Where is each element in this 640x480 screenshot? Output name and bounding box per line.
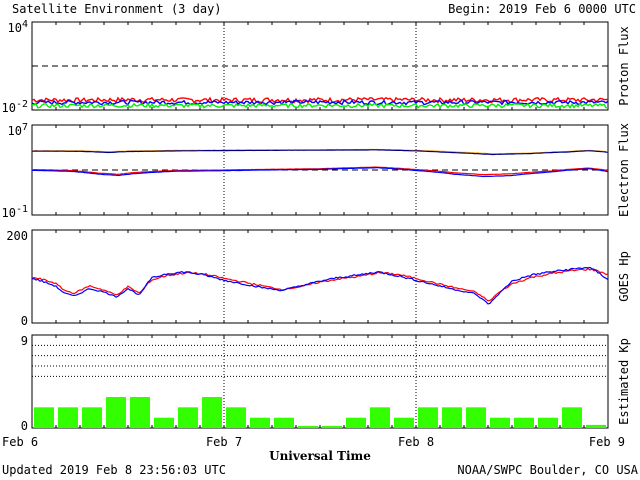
kp-bar — [178, 407, 198, 428]
kp-bar — [274, 417, 294, 428]
y-tick-label: 200 — [6, 229, 28, 243]
series-line-4 — [31, 166, 609, 178]
kp-bar — [154, 417, 174, 428]
y-tick-base: 10 — [2, 101, 16, 115]
series-line-3 — [31, 166, 609, 176]
kp-bar — [226, 407, 246, 428]
kp-bar — [586, 424, 606, 428]
x-axis: Feb 6 Feb 7 Feb 8 Feb 9 — [2, 435, 625, 449]
y-tick-base: 10 — [8, 124, 22, 138]
y-tick-label: 0 — [21, 314, 28, 328]
kp-bar — [490, 417, 510, 428]
y-tick-label: 10-1 — [2, 204, 29, 220]
panel-frame — [31, 229, 609, 324]
kp-bar — [418, 407, 438, 428]
y-tick-exponent: 4 — [22, 19, 28, 30]
x-tick-label: Feb 9 — [589, 435, 625, 449]
kp-bar — [466, 407, 486, 428]
y-tick-exponent: -2 — [16, 99, 28, 110]
kp-bar — [514, 417, 534, 428]
y-tick-base: 10 — [8, 21, 22, 35]
kp-bar — [130, 397, 150, 428]
series-line-1 — [31, 96, 609, 104]
kp-bar — [346, 417, 366, 428]
series-line-2 — [31, 149, 609, 156]
kp-bar — [106, 397, 126, 428]
figure-title: Satellite Environment (3 day) — [12, 2, 222, 16]
kp-bar — [58, 407, 78, 428]
y-tick-label: 0 — [21, 419, 28, 433]
panel-4: 9 0 Estimated Kp — [21, 334, 631, 433]
series-line-3 — [32, 102, 608, 109]
y-tick-label: 107 — [8, 122, 28, 138]
y-tick-exponent: 7 — [22, 122, 28, 133]
kp-bar — [394, 417, 414, 428]
y-axis-label: Electron Flux — [617, 123, 631, 217]
begin-time: Begin: 2019 Feb 6 0000 UTC — [448, 2, 636, 16]
y-tick-label: 10-2 — [2, 99, 29, 115]
kp-bar — [202, 397, 222, 428]
updated-timestamp: Updated 2019 Feb 8 23:56:03 UTC — [2, 463, 226, 477]
x-tick-label: Feb 8 — [398, 435, 434, 449]
y-axis-label: GOES Hp — [617, 251, 631, 302]
kp-bar — [370, 407, 390, 428]
y-tick-label: 104 — [8, 19, 28, 35]
y-axis-label: Proton Flux — [617, 26, 631, 105]
y-tick-exponent: -1 — [16, 204, 28, 215]
kp-bar — [250, 417, 270, 428]
kp-bar — [538, 417, 558, 428]
kp-bar — [562, 407, 582, 428]
y-tick-base: 10 — [2, 206, 16, 220]
y-axis-label: Estimated Kp — [617, 338, 631, 425]
panel-3: 200 0 GOES Hp — [6, 229, 631, 328]
x-axis-title: Universal Time — [269, 449, 371, 463]
y-tick-label: 9 — [21, 334, 28, 348]
credit-text: NOAA/SWPC Boulder, CO USA — [457, 463, 638, 477]
kp-bar — [82, 407, 102, 428]
x-tick-label: Feb 6 — [2, 435, 38, 449]
kp-bar — [442, 407, 462, 428]
x-tick-label: Feb 7 — [206, 435, 242, 449]
kp-bar — [298, 425, 318, 428]
kp-bar — [34, 407, 54, 428]
kp-bar — [322, 425, 342, 428]
panel-frame — [31, 21, 609, 111]
series-line-2 — [31, 266, 609, 305]
